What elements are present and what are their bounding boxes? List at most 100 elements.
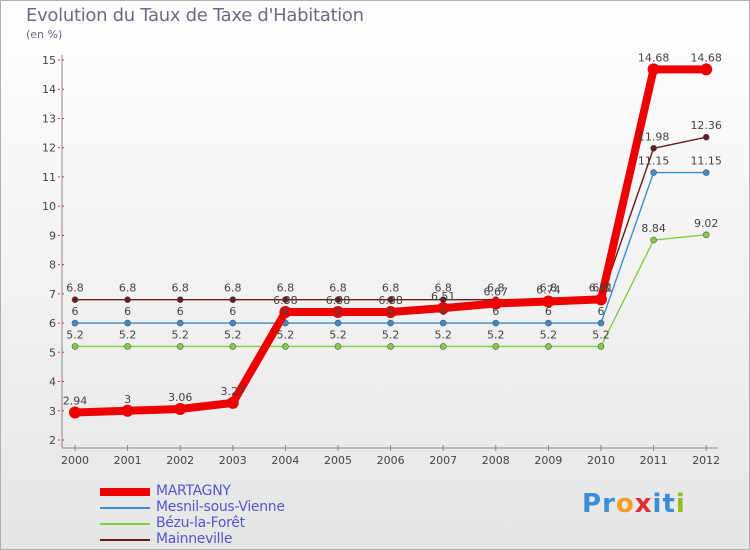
chart-title: Evolution du Taux de Taxe d'Habitation — [26, 5, 364, 26]
data-label: 5.2 — [277, 328, 295, 341]
data-point — [69, 406, 81, 419]
x-tick-label: 2005 — [324, 454, 352, 467]
data-label: 5.2 — [329, 328, 347, 341]
data-point — [71, 319, 79, 327]
data-label: 6.38 — [378, 294, 403, 307]
data-label: 3.06 — [168, 391, 193, 404]
x-tick-label: 2000 — [61, 454, 89, 467]
data-point — [489, 297, 502, 310]
data-point — [71, 296, 79, 303]
legend-label: Mainneville — [156, 531, 233, 547]
data-label: 5.2 — [224, 328, 242, 341]
x-tick-label: 2011 — [640, 454, 668, 467]
data-label: 6 — [177, 305, 184, 318]
data-point — [332, 305, 344, 318]
x-tick-label: 2009 — [534, 454, 562, 467]
data-point — [229, 296, 237, 303]
y-tick-label: 2 — [49, 434, 56, 447]
data-point — [334, 319, 342, 327]
data-label: 6.8 — [171, 282, 189, 295]
data-label: 6.38 — [326, 294, 351, 307]
logo-letter: x — [634, 489, 653, 519]
data-point — [124, 319, 131, 327]
data-label: 6 — [229, 305, 236, 318]
data-label: 6 — [72, 305, 79, 318]
data-label: 14.68 — [690, 51, 722, 64]
y-tick-label: 5 — [49, 346, 56, 359]
data-label: 5.2 — [434, 328, 452, 341]
data-label: 6.8 — [592, 282, 610, 295]
data-label: 8.84 — [641, 222, 666, 235]
data-point — [700, 63, 713, 76]
y-tick-label: 15 — [42, 54, 56, 67]
data-point — [334, 343, 342, 350]
legend-swatch — [100, 539, 150, 541]
data-point — [176, 343, 184, 350]
data-point — [174, 403, 187, 416]
data-label: 11.98 — [638, 130, 670, 143]
data-label: 6.81 — [589, 281, 614, 294]
data-label: 2.94 — [63, 395, 88, 408]
data-label: 6 — [598, 305, 605, 318]
data-point — [439, 319, 447, 327]
data-label: 11.15 — [690, 155, 722, 168]
legend-label: Mesnil-sous-Vienne — [156, 499, 285, 515]
data-label: 6 — [124, 305, 131, 318]
y-tick-label: 4 — [49, 376, 56, 389]
legend-item: Mesnil-sous-Vienne — [100, 499, 400, 516]
data-point — [597, 319, 605, 327]
data-label: 6.38 — [273, 294, 298, 307]
x-tick-label: 2002 — [166, 454, 194, 467]
data-label: 6.8 — [66, 282, 84, 295]
data-point — [387, 296, 394, 303]
legend-item: Bézu-la-Forêt — [100, 515, 400, 532]
data-point — [702, 169, 710, 176]
y-tick-label: 6 — [49, 317, 56, 330]
data-label: 6 — [545, 305, 552, 318]
legend: MARTAGNY Mesnil-sous-Vienne Bézu-la-Forêt M… — [100, 483, 400, 548]
x-tick-label: 2007 — [429, 454, 457, 467]
data-point — [650, 144, 657, 152]
data-point — [492, 343, 500, 350]
data-point — [282, 343, 289, 350]
data-point — [176, 296, 184, 303]
data-point — [384, 305, 397, 318]
data-label: 5.2 — [119, 328, 137, 341]
legend-item: Mainneville — [100, 531, 400, 548]
data-point — [650, 169, 657, 176]
data-point — [229, 319, 237, 327]
data-point — [121, 404, 134, 417]
logo-letter: i — [675, 489, 686, 519]
legend-swatch — [100, 523, 150, 525]
x-tick-label: 2001 — [114, 454, 142, 467]
logo-letter: i — [652, 489, 663, 519]
data-point — [387, 343, 394, 350]
data-point — [702, 133, 710, 141]
data-point — [124, 343, 131, 350]
x-tick-label: 2006 — [377, 454, 405, 467]
data-label: 6.8 — [382, 282, 400, 295]
logo-letter: o — [615, 489, 635, 519]
data-label: 9.02 — [694, 217, 719, 230]
y-tick-label: 8 — [49, 259, 56, 272]
y-tick-label: 7 — [49, 288, 56, 301]
data-label: 6.8 — [540, 282, 558, 295]
legend-swatch — [100, 507, 150, 509]
data-point — [542, 295, 555, 308]
data-point — [124, 296, 131, 303]
data-point — [595, 293, 607, 306]
y-tick-label: 3 — [49, 405, 56, 418]
y-unit-label: (en %) — [26, 28, 63, 41]
x-tick-label: 2003 — [219, 454, 247, 467]
data-label: 6 — [335, 305, 342, 318]
data-point — [334, 296, 342, 303]
x-tick-label: 2010 — [587, 454, 615, 467]
data-label: 6 — [440, 305, 447, 318]
data-label: 6.8 — [329, 282, 347, 295]
x-tick-label: 2008 — [482, 454, 510, 467]
data-label: 6.8 — [487, 282, 505, 295]
data-label: 5.2 — [382, 328, 400, 341]
data-point — [282, 296, 289, 303]
data-label: 6.51 — [431, 290, 456, 303]
